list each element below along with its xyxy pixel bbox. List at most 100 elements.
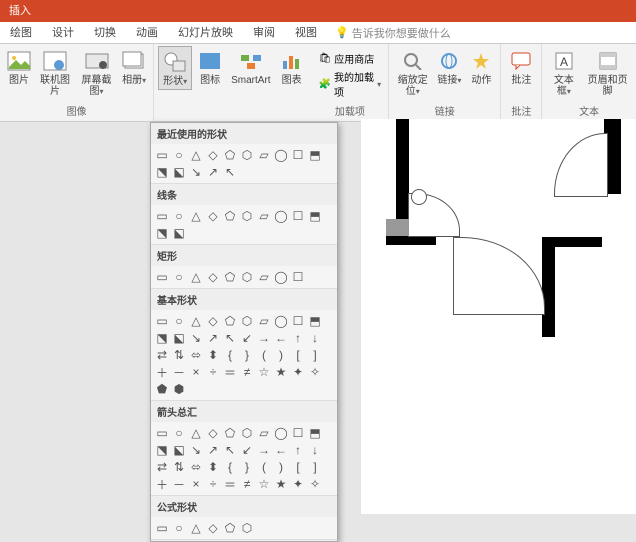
gray-block-shape[interactable] [386, 219, 409, 236]
shape-item[interactable]: ⬍ [205, 459, 221, 475]
shape-item[interactable]: ☆ [256, 476, 272, 492]
shape-item[interactable]: ↓ [307, 330, 323, 346]
tab-animations[interactable]: 动画 [126, 22, 168, 44]
shape-item[interactable]: } [239, 459, 255, 475]
shape-item[interactable]: △ [188, 425, 204, 441]
album-button[interactable]: 相册▾ [119, 46, 149, 88]
wall-shape[interactable] [542, 237, 555, 337]
shape-item[interactable]: ↘ [188, 164, 204, 180]
shape-item[interactable]: ↘ [188, 330, 204, 346]
shape-item[interactable]: ⬒ [307, 313, 323, 329]
shape-item[interactable]: ↙ [239, 442, 255, 458]
icons-button[interactable]: 图标 [194, 46, 226, 88]
shape-item[interactable]: ⬡ [239, 208, 255, 224]
shape-item[interactable]: ] [307, 347, 323, 363]
shape-item[interactable]: ☐ [290, 269, 306, 285]
shape-item[interactable]: ↑ [290, 442, 306, 458]
shape-item[interactable]: ↖ [222, 164, 238, 180]
shape-item[interactable]: { [222, 347, 238, 363]
shape-item[interactable]: ⬡ [239, 147, 255, 163]
shape-item[interactable]: △ [188, 313, 204, 329]
shape-item[interactable]: ⬍ [205, 347, 221, 363]
shape-item[interactable]: ⬄ [188, 459, 204, 475]
shape-item[interactable]: ◇ [205, 520, 221, 536]
shape-item[interactable]: ▭ [154, 269, 170, 285]
slide-canvas[interactable] [361, 119, 636, 514]
shape-item[interactable]: ▱ [256, 313, 272, 329]
shape-item[interactable]: ○ [171, 313, 187, 329]
store-button[interactable]: 🛍 应用商店 [316, 50, 385, 67]
shape-item[interactable]: ⬠ [222, 208, 238, 224]
shape-item[interactable]: ] [307, 459, 323, 475]
shape-item[interactable]: ⬒ [307, 147, 323, 163]
shape-item[interactable]: ← [273, 442, 289, 458]
shape-item[interactable]: ↗ [205, 330, 221, 346]
shape-item[interactable]: → [256, 330, 272, 346]
shape-item[interactable]: ⇅ [171, 347, 187, 363]
shape-item[interactable]: ○ [171, 269, 187, 285]
shape-item[interactable]: ⬠ [222, 313, 238, 329]
shape-item[interactable]: ☆ [256, 364, 272, 380]
shape-item[interactable]: ＝ [222, 476, 238, 492]
shape-item[interactable]: [ [290, 459, 306, 475]
shape-item[interactable]: ⬕ [171, 225, 187, 241]
shape-item[interactable]: ⬠ [222, 147, 238, 163]
shape-item[interactable]: ÷ [205, 364, 221, 380]
shape-item[interactable]: } [239, 347, 255, 363]
shape-item[interactable]: ☐ [290, 425, 306, 441]
shape-item[interactable]: ( [256, 459, 272, 475]
shape-item[interactable]: ＝ [222, 364, 238, 380]
shape-item[interactable]: × [188, 476, 204, 492]
shape-item[interactable]: ⇄ [154, 347, 170, 363]
shape-item[interactable]: ✧ [307, 364, 323, 380]
shape-item[interactable]: ◯ [273, 208, 289, 224]
tab-transitions[interactable]: 切换 [84, 22, 126, 44]
tab-view[interactable]: 视图 [285, 22, 327, 44]
shape-item[interactable]: ← [273, 330, 289, 346]
action-button[interactable]: 动作 [466, 46, 496, 88]
tell-me-search[interactable]: 💡 告诉我你想要做什么 [335, 25, 451, 41]
shape-item[interactable]: ▭ [154, 425, 170, 441]
wall-shape[interactable] [542, 237, 602, 247]
shape-item[interactable]: ○ [171, 520, 187, 536]
shape-item[interactable]: ⬕ [171, 164, 187, 180]
shape-item[interactable]: ＋ [154, 476, 170, 492]
shape-item[interactable]: ▭ [154, 208, 170, 224]
shape-item[interactable]: ⬕ [171, 330, 187, 346]
shape-item[interactable]: ⬕ [171, 442, 187, 458]
tab-slideshow[interactable]: 幻灯片放映 [168, 22, 243, 44]
shape-item[interactable]: ⬡ [239, 520, 255, 536]
shape-item[interactable]: ⇅ [171, 459, 187, 475]
shape-item[interactable]: ▱ [256, 425, 272, 441]
shape-item[interactable]: ↓ [307, 442, 323, 458]
online-picture-button[interactable]: 联机图片 [36, 46, 74, 99]
picture-button[interactable]: 图片 [4, 46, 34, 88]
shapes-button[interactable]: 形状▾ [158, 46, 192, 90]
shape-item[interactable]: ↙ [239, 330, 255, 346]
shape-item[interactable]: ◇ [205, 425, 221, 441]
shape-item[interactable]: ) [273, 347, 289, 363]
circle-shape[interactable] [411, 189, 427, 205]
shape-item[interactable]: ◯ [273, 269, 289, 285]
shape-item[interactable]: △ [188, 208, 204, 224]
smartart-button[interactable]: SmartArt [228, 46, 273, 88]
shape-item[interactable]: ◯ [273, 313, 289, 329]
shape-item[interactable]: ☐ [290, 208, 306, 224]
shape-item[interactable]: ☐ [290, 147, 306, 163]
shape-item[interactable]: ⬔ [154, 164, 170, 180]
shape-item[interactable]: ◇ [205, 269, 221, 285]
shape-item[interactable]: ⬡ [239, 313, 255, 329]
shape-item[interactable]: ○ [171, 425, 187, 441]
shape-item[interactable]: ⬔ [154, 442, 170, 458]
shape-item[interactable]: ⬒ [307, 208, 323, 224]
shape-item[interactable]: ▱ [256, 147, 272, 163]
shape-item[interactable]: ↖ [222, 442, 238, 458]
shape-item[interactable]: ★ [273, 364, 289, 380]
shape-item[interactable]: ⬢ [171, 381, 187, 397]
shape-item[interactable]: ⬔ [154, 225, 170, 241]
shape-item[interactable]: [ [290, 347, 306, 363]
shape-item[interactable]: ▱ [256, 208, 272, 224]
shape-item[interactable]: ≠ [239, 364, 255, 380]
tab-design[interactable]: 设计 [42, 22, 84, 44]
tab-review[interactable]: 审阅 [243, 22, 285, 44]
